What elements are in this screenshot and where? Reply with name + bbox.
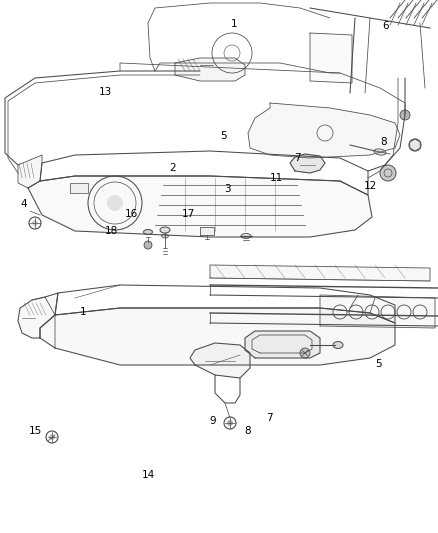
Ellipse shape <box>162 234 169 238</box>
Ellipse shape <box>374 149 386 155</box>
Polygon shape <box>18 293 58 338</box>
Polygon shape <box>200 227 214 235</box>
Circle shape <box>380 165 396 181</box>
Text: 1: 1 <box>231 19 238 29</box>
Circle shape <box>300 348 310 358</box>
Circle shape <box>144 241 152 249</box>
Circle shape <box>49 434 55 440</box>
Polygon shape <box>320 295 435 328</box>
Text: 8: 8 <box>244 426 251 435</box>
Text: 18: 18 <box>105 226 118 236</box>
Polygon shape <box>40 308 395 365</box>
Polygon shape <box>175 58 245 81</box>
Polygon shape <box>290 154 325 173</box>
Text: 13: 13 <box>99 87 112 96</box>
Text: 7: 7 <box>266 414 273 423</box>
Text: 12: 12 <box>364 181 377 191</box>
Text: 5: 5 <box>375 359 382 368</box>
Circle shape <box>107 195 123 211</box>
Text: 14: 14 <box>142 471 155 480</box>
Text: 16: 16 <box>125 209 138 219</box>
Text: 3: 3 <box>224 184 231 194</box>
Ellipse shape <box>144 230 152 235</box>
Polygon shape <box>248 103 400 158</box>
Text: 17: 17 <box>182 209 195 219</box>
Polygon shape <box>18 155 42 188</box>
Polygon shape <box>190 343 250 378</box>
Text: 4: 4 <box>21 199 28 208</box>
Ellipse shape <box>160 227 170 233</box>
Text: 5: 5 <box>220 131 227 141</box>
Text: 1: 1 <box>80 307 87 317</box>
Text: 7: 7 <box>294 154 301 163</box>
Ellipse shape <box>241 233 251 238</box>
Polygon shape <box>310 33 352 83</box>
Text: 9: 9 <box>209 416 216 426</box>
Circle shape <box>400 110 410 120</box>
Circle shape <box>227 420 233 426</box>
Text: 6: 6 <box>382 21 389 30</box>
Ellipse shape <box>333 342 343 349</box>
Text: 11: 11 <box>269 173 283 183</box>
Text: 2: 2 <box>170 163 177 173</box>
Polygon shape <box>210 265 430 281</box>
Circle shape <box>32 220 38 226</box>
Polygon shape <box>28 176 372 237</box>
Polygon shape <box>245 331 320 358</box>
Text: 15: 15 <box>29 426 42 435</box>
Bar <box>70 183 88 193</box>
Text: 8: 8 <box>380 138 387 147</box>
